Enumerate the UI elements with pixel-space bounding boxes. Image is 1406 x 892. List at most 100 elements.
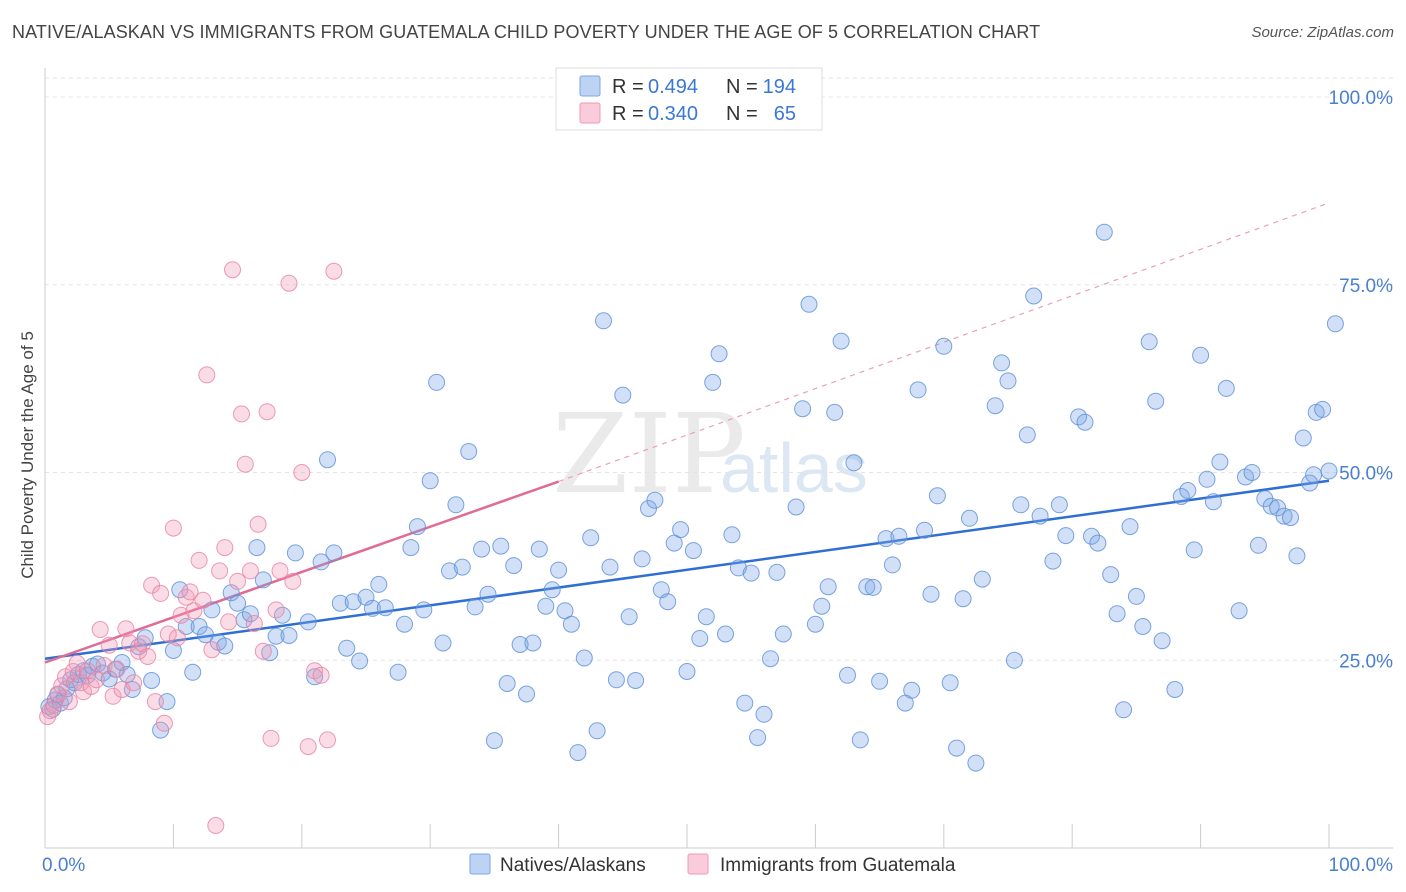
guatemala-point (172, 606, 190, 624)
native-point (1153, 632, 1171, 650)
native-point (684, 542, 702, 560)
native-point (524, 634, 542, 652)
native-point (421, 472, 439, 490)
native-point (826, 403, 844, 421)
native-point (143, 672, 161, 689)
native-point (338, 639, 356, 657)
native-point (909, 381, 927, 399)
guatemala-point (87, 671, 105, 689)
native-point (1282, 509, 1299, 527)
guatemala-point (207, 817, 225, 834)
native-point (530, 540, 548, 558)
native-point (415, 601, 433, 619)
natives-trend-line (44, 479, 1330, 660)
native-point (627, 672, 645, 689)
native-point (575, 649, 593, 667)
native-point (1320, 462, 1338, 480)
y-tick-label-75: 75.0% (1339, 276, 1393, 297)
native-point (376, 599, 394, 617)
x-tick-label-right: 100.0% (1329, 855, 1394, 876)
native-point (935, 337, 953, 355)
native-point (883, 556, 901, 574)
native-point (569, 744, 587, 762)
native-point (1127, 587, 1145, 605)
native-point (344, 593, 362, 611)
native-point (890, 527, 908, 545)
native-point (261, 644, 279, 662)
native-point (762, 650, 779, 668)
native-point (177, 618, 195, 635)
trend-lines (44, 202, 1330, 664)
native-point (1179, 482, 1197, 499)
native-point (813, 597, 831, 615)
native-point (363, 599, 381, 617)
native-point (961, 509, 978, 527)
guatemala-point (60, 693, 78, 711)
native-point (595, 312, 612, 330)
guatemala-trend-line (44, 480, 560, 664)
native-point (1217, 379, 1235, 397)
legend-r-label-guatemala: R = (612, 103, 644, 125)
native-point (1044, 552, 1062, 570)
native-point (903, 681, 921, 699)
native-point (248, 539, 266, 557)
native-point (319, 451, 336, 469)
guatemala-point (280, 274, 298, 292)
guatemala-point (258, 403, 276, 421)
guatemala-point (267, 601, 285, 619)
native-point (1230, 602, 1248, 620)
native-point (768, 563, 786, 581)
guatemala-point (245, 615, 263, 632)
native-point (351, 652, 369, 670)
native-point (267, 627, 285, 645)
guatemala-point (236, 455, 254, 473)
native-point (819, 578, 837, 596)
native-point (851, 731, 869, 749)
native-point (453, 558, 471, 576)
native-point (1262, 497, 1280, 515)
native-point (518, 685, 535, 703)
native-point (999, 372, 1017, 390)
native-point (286, 544, 304, 562)
native-point (1140, 333, 1158, 351)
native-point (1134, 618, 1152, 635)
y-axis-label: Child Poverty Under the Age of 5 (18, 331, 37, 579)
guatemala-point (319, 731, 336, 749)
legend-n-label-natives: N = (726, 76, 758, 98)
native-point (396, 615, 413, 633)
native-point (993, 354, 1011, 372)
native-point (158, 693, 176, 711)
native-point (505, 557, 523, 575)
guatemala-point (190, 551, 208, 569)
native-point (832, 332, 850, 350)
native-point (1249, 536, 1267, 554)
native-point (1012, 496, 1030, 514)
native-point (123, 681, 141, 698)
native-point (916, 521, 933, 539)
native-point (588, 722, 606, 740)
legend-swatch-guatemala (579, 102, 601, 124)
native-point (922, 585, 940, 603)
guatemala-point (224, 261, 241, 279)
native-point (479, 585, 497, 603)
native-point (646, 491, 664, 509)
native-point (864, 578, 882, 596)
native-point (1192, 346, 1210, 364)
native-point (1294, 429, 1312, 447)
native-point (973, 570, 991, 588)
native-point (1243, 464, 1261, 481)
native-point (331, 594, 349, 612)
native-point (1121, 518, 1139, 536)
native-point (1204, 493, 1222, 511)
native-point (1115, 701, 1133, 719)
native-point (254, 571, 272, 589)
native-point (1288, 547, 1306, 565)
native-point (543, 581, 561, 599)
native-point (697, 608, 715, 626)
guatemala-point (312, 666, 330, 684)
guatemala-point (78, 662, 96, 680)
native-point (794, 400, 812, 418)
chart-title: NATIVE/ALASKAN VS IMMIGRANTS FROM GUATEM… (12, 22, 1041, 42)
guatemala-point (134, 635, 152, 653)
native-point (460, 443, 478, 460)
